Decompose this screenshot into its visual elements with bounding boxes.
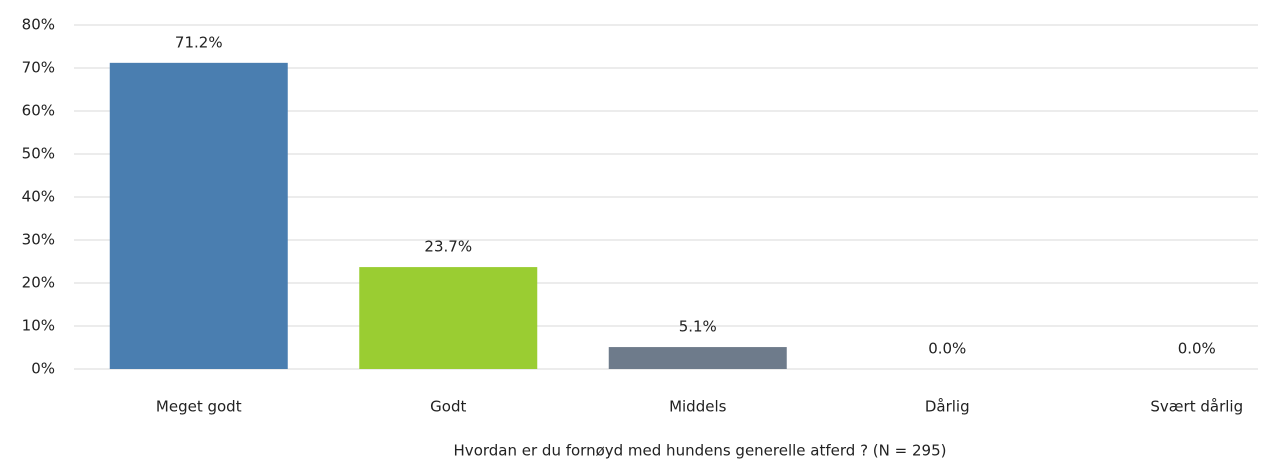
y-tick-label: 60% (22, 102, 55, 120)
data-label: 71.2% (175, 33, 223, 51)
bar (109, 62, 288, 370)
y-tick-label: 70% (22, 59, 55, 77)
x-tick-label: Svært dårlig (1150, 398, 1243, 416)
x-tick-label: Godt (430, 398, 466, 416)
data-label: 5.1% (679, 318, 717, 336)
x-tick-label: Meget godt (156, 398, 242, 416)
y-tick-label: 30% (22, 231, 55, 249)
y-tick-label: 0% (31, 360, 55, 378)
y-tick-label: 80% (22, 16, 55, 34)
data-label: 23.7% (424, 238, 472, 256)
x-tick-label: Middels (669, 398, 727, 416)
x-axis-label: Hvordan er du fornøyd med hundens genere… (454, 442, 947, 460)
data-label: 0.0% (928, 340, 966, 358)
y-tick-label: 10% (22, 317, 55, 335)
x-tick-label: Dårlig (925, 398, 970, 416)
y-tick-label: 20% (22, 274, 55, 292)
bar (359, 267, 538, 369)
y-tick-label: 40% (22, 188, 55, 206)
y-tick-label: 50% (22, 145, 55, 163)
data-label: 0.0% (1178, 340, 1216, 358)
bar (608, 347, 787, 369)
